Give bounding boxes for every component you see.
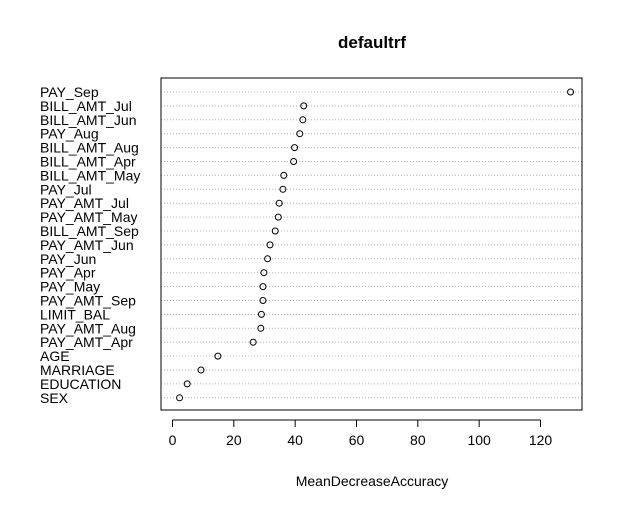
category-label: BILL_AMT_Sep [40,223,139,239]
data-point [249,338,257,346]
data-point [259,283,267,291]
category-label: EDUCATION [40,376,121,392]
data-point [257,310,265,318]
data-point [291,144,299,152]
data-point [290,158,298,165]
x-tick-label: 120 [529,432,553,448]
category-label: PAY_AMT_May [40,209,138,225]
data-point [299,116,307,124]
category-label: PAY_AMT_Sep [40,293,136,309]
category-label: PAY_AMT_Apr [40,334,133,350]
category-label: BILL_AMT_Jun [40,112,137,128]
category-label: PAY_Apr [40,265,96,281]
category-label: BILL_AMT_May [40,167,140,183]
x-axis: 0 20 40 60 80 100 120 [169,419,553,448]
category-label: PAY_AMT_Jul [40,195,129,211]
category-label: SEX [40,390,69,406]
data-point [176,394,184,402]
data-point [260,269,268,277]
data-point [257,324,265,332]
category-label: AGE [40,348,70,364]
data-point [197,366,205,374]
data-point [300,102,308,110]
category-label: PAY_Aug [40,126,99,142]
category-labels: PAY_SepBILL_AMT_JulBILL_AMT_JunPAY_AugBI… [40,84,140,406]
data-point [183,380,191,388]
x-axis-label: MeanDecreaseAccuracy [296,473,449,489]
x-tick-label: 60 [349,432,365,448]
category-label: PAY_Sep [40,84,99,100]
data-point [567,88,575,96]
x-tick-label: 80 [410,432,426,448]
x-tick-label: 100 [467,432,491,448]
category-label: PAY_Jun [40,251,96,267]
data-point [266,241,274,249]
points [176,88,575,402]
data-point [259,297,267,304]
data-point [275,199,283,207]
category-label: LIMIT_BAL [40,306,110,322]
data-point [280,171,288,179]
category-label: BILL_AMT_Aug [40,140,139,156]
data-point [271,227,279,235]
category-label: PAY_Jul [40,181,92,197]
category-label: BILL_AMT_Apr [40,154,136,170]
category-label: BILL_AMT_Jul [40,98,132,114]
category-label: PAY_AMT_Jun [40,237,134,253]
chart-title: defaultrf [338,33,406,52]
data-point [274,213,282,221]
data-point [296,130,304,138]
category-label: PAY_AMT_Aug [40,320,136,336]
data-point [214,352,222,360]
x-tick-label: 20 [226,432,242,448]
data-point [279,185,287,193]
x-tick-label: 40 [287,432,303,448]
category-label: PAY_May [40,279,100,295]
data-point [264,255,272,263]
guide-lines [161,91,582,399]
x-tick-label: 0 [169,432,177,448]
category-label: MARRIAGE [40,362,115,378]
plot-area-border [160,77,583,411]
